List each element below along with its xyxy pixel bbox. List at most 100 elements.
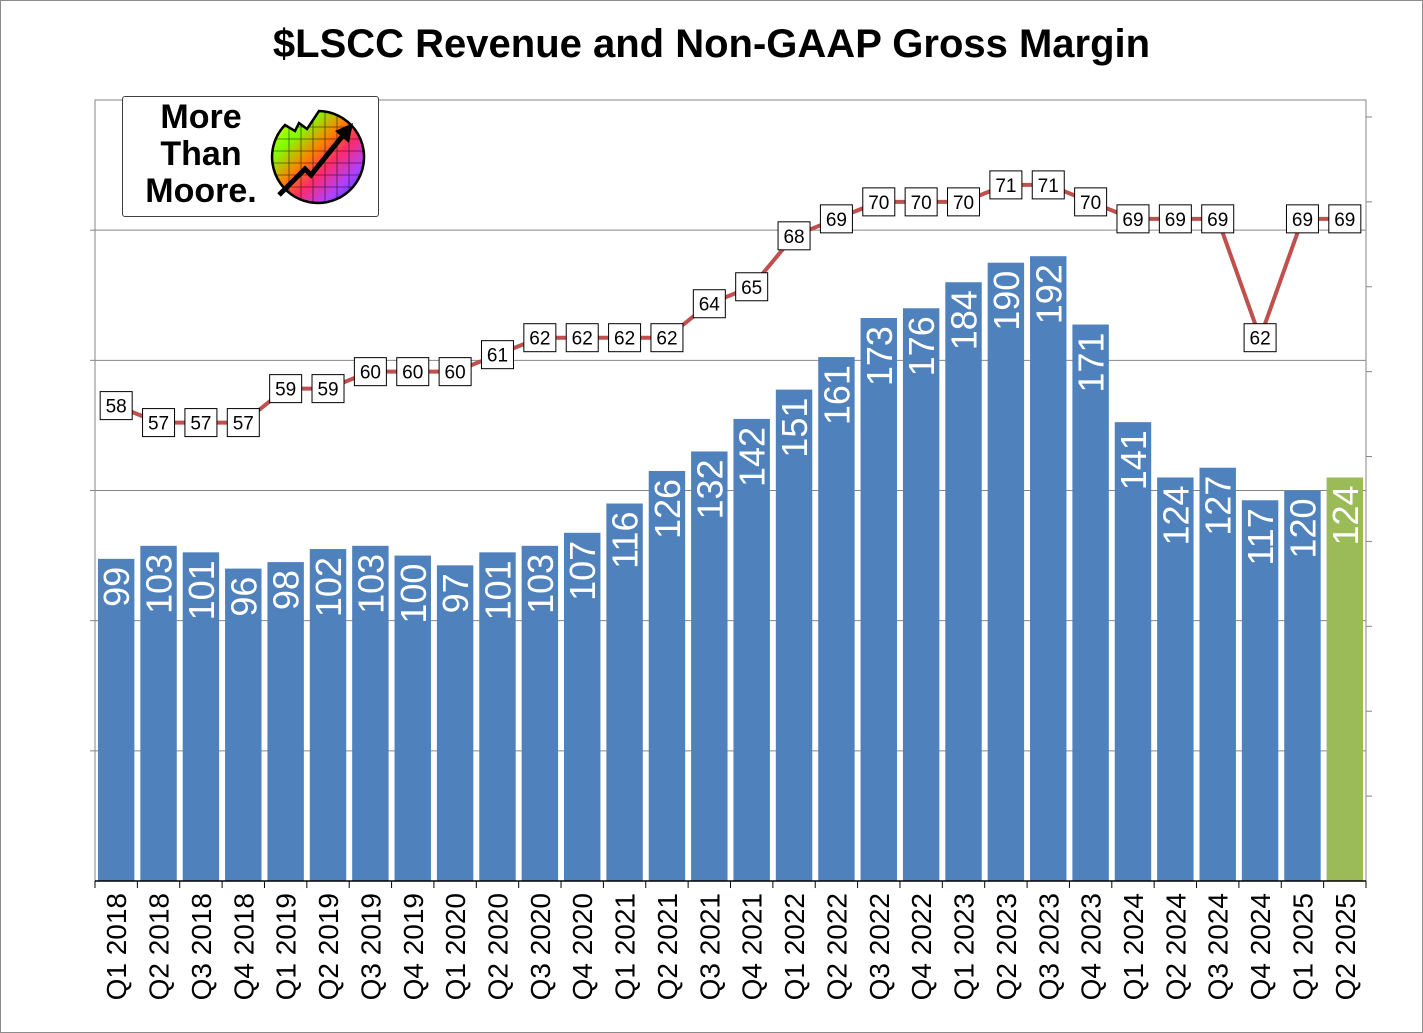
revenue-bar: [945, 282, 982, 881]
margin-data-label: 59: [275, 380, 296, 401]
logo-text: More Than Moore.: [131, 99, 271, 210]
revenue-bar-label: 101: [477, 560, 518, 620]
revenue-bar-label: 173: [859, 326, 900, 386]
margin-data-label: 69: [1165, 210, 1186, 231]
axes-layer: [90, 99, 1372, 888]
revenue-bar-label: 101: [181, 560, 222, 620]
margin-label-box: [438, 357, 472, 387]
x-tick-label: Q4 2020: [567, 893, 598, 1000]
x-tick-label: Q4 2018: [228, 893, 259, 1000]
margin-data-label: 70: [953, 193, 974, 214]
revenue-bar: [1114, 422, 1152, 881]
margin-data-label: 69: [826, 210, 847, 231]
revenue-bar: [140, 545, 177, 881]
revenue-bar-label: 120: [1282, 499, 1323, 559]
x-tick-label: Q2 2019: [313, 893, 344, 1000]
margin-data-label: 71: [995, 176, 1016, 197]
margin-label-box: [396, 357, 430, 387]
margin-label-box: [1031, 170, 1065, 200]
revenue-bar: [394, 555, 431, 881]
x-tick-label: Q2 2025: [1330, 893, 1361, 1000]
margin-label-box: [692, 289, 726, 319]
revenue-bar: [521, 545, 559, 881]
revenue-bar-label: 184: [944, 290, 985, 350]
x-tick-label: Q3 2020: [525, 893, 556, 1000]
revenue-bar: [902, 308, 940, 881]
revenue-bar: [1199, 467, 1236, 881]
revenue-bar-label: 124: [1155, 485, 1196, 545]
margin-label-box: [1328, 204, 1362, 234]
revenue-bar-label: 102: [308, 557, 349, 617]
margin-data-label: 68: [783, 227, 804, 248]
x-tick-label: Q2 2023: [991, 893, 1022, 1000]
revenue-bar: [225, 568, 262, 881]
margin-label-box: [311, 374, 345, 404]
revenue-bar: [691, 451, 728, 881]
revenue-bar-label: 96: [223, 577, 264, 617]
revenue-bar: [606, 503, 643, 881]
revenue-bar: [1157, 477, 1194, 881]
margin-label-box: [1201, 204, 1235, 234]
revenue-bar: [1326, 477, 1364, 881]
margin-label-box: [99, 391, 133, 421]
more-than-moore-logo: More Than Moore.: [122, 96, 379, 217]
revenue-bar: [352, 545, 389, 881]
x-tick-label: Q4 2022: [906, 893, 937, 1000]
logo-text-line3: Moore.: [145, 172, 257, 210]
margin-data-label: 62: [656, 329, 677, 350]
revenue-bar-label: 190: [986, 271, 1027, 331]
revenue-bar-label: 126: [647, 479, 688, 539]
margin-label-box: [862, 187, 896, 217]
x-tick-label: Q1 2021: [610, 893, 641, 1000]
revenue-bar-label: 99: [96, 567, 137, 607]
x-tick-label: Q4 2021: [737, 893, 768, 1000]
x-tick-label: Q1 2019: [271, 893, 302, 1000]
x-tick-label: Q2 2020: [482, 893, 513, 1000]
revenue-bar: [436, 565, 474, 881]
margin-label-box: [947, 187, 981, 217]
margin-label-box: [226, 408, 260, 438]
margin-data-label: 70: [911, 193, 932, 214]
x-tick-label: Q1 2018: [101, 893, 132, 1000]
revenue-bar-label: 127: [1198, 476, 1239, 536]
revenue-bar-label: 176: [901, 316, 942, 376]
revenue-bar-label: 192: [1028, 264, 1069, 324]
revenue-bar: [479, 552, 516, 881]
grid-layer: [95, 229, 1366, 752]
x-tick-label: Q3 2024: [1203, 893, 1234, 1000]
x-tick-label: Q2 2021: [652, 893, 683, 1000]
revenue-bar-label: 116: [605, 512, 646, 569]
margin-data-label: 62: [572, 329, 593, 350]
margin-data-label: 69: [1334, 210, 1355, 231]
x-tick-labels-layer: Q1 2018 Q2 2018 Q3 2018 Q4 2018 Q1 2019 Q2 20…: [101, 893, 1361, 1000]
chart-title: $LSCC Revenue and Non-GAAP Gross Margin: [272, 22, 1151, 66]
revenue-bar: [309, 549, 347, 881]
margin-data-label: 60: [360, 363, 381, 384]
margin-label-box: [904, 187, 938, 217]
margin-label-box: [1116, 204, 1150, 234]
margin-label-box: [142, 408, 176, 438]
margin-label-box: [269, 374, 303, 404]
revenue-bar-label: 107: [562, 541, 603, 601]
margin-label-box: [989, 170, 1023, 200]
x-tick-label: Q1 2022: [779, 893, 810, 1000]
revenue-bar-label: 171: [1071, 333, 1112, 393]
x-tick-label: Q2 2022: [821, 893, 852, 1000]
revenue-bar-label: 98: [266, 570, 307, 610]
x-tick-label: Q3 2019: [355, 893, 386, 1000]
margin-label-box: [184, 408, 218, 438]
x-tick-label: Q1 2023: [949, 893, 980, 1000]
margin-data-label: 69: [1207, 210, 1228, 231]
margin-data-label: 70: [1080, 193, 1101, 214]
revenue-bar: [987, 262, 1025, 881]
margin-label-box: [735, 272, 769, 302]
logo-text-line2: Than: [160, 135, 242, 173]
revenue-bar: [1241, 500, 1279, 881]
margin-data-label: 57: [190, 414, 211, 435]
line-layer: 58 57 57 57 59 59 60 60 60 61 62 62 62 62 64 65 68 69 70 70…: [99, 170, 1362, 438]
margin-label-box: [480, 340, 514, 370]
revenue-bar: [1030, 256, 1067, 881]
margin-label-box: [1074, 187, 1108, 217]
